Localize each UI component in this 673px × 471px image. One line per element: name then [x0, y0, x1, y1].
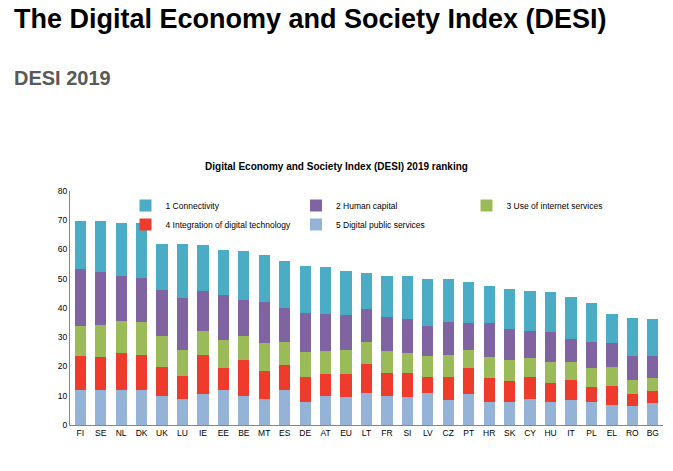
svg-text:PL: PL	[586, 428, 597, 438]
svg-text:50: 50	[58, 274, 68, 284]
svg-text:HU: HU	[544, 428, 556, 438]
svg-text:3 Use of internet services: 3 Use of internet services	[507, 201, 603, 211]
svg-text:IE: IE	[199, 428, 207, 438]
svg-text:80: 80	[58, 186, 68, 196]
svg-text:FR: FR	[381, 428, 392, 438]
html-text:The Digital Economy and Societ: The Digital Economy and Society Index (D…	[14, 4, 607, 34]
svg-text:60: 60	[58, 244, 68, 254]
svg-text:BE: BE	[238, 428, 250, 438]
svg-text:IT: IT	[567, 428, 575, 438]
svg-text:0: 0	[63, 420, 68, 430]
svg-text:20: 20	[58, 361, 68, 371]
svg-text:UK: UK	[156, 428, 168, 438]
svg-text:70: 70	[58, 215, 68, 225]
svg-text:LU: LU	[177, 428, 188, 438]
svg-text:4 Integration of digital techn: 4 Integration of digital technology	[166, 220, 292, 230]
svg-text:40: 40	[58, 303, 68, 313]
svg-text:RO: RO	[626, 428, 639, 438]
svg-text:BG: BG	[647, 428, 659, 438]
svg-text:MT: MT	[258, 428, 270, 438]
svg-text:2 Human capital: 2 Human capital	[336, 201, 398, 211]
svg-text:SE: SE	[95, 428, 107, 438]
svg-text:ES: ES	[279, 428, 291, 438]
svg-text:LV: LV	[423, 428, 433, 438]
svg-text:AT: AT	[320, 428, 330, 438]
svg-text:DE: DE	[299, 428, 311, 438]
svg-text:1 Connectivity: 1 Connectivity	[166, 201, 220, 211]
svg-text:EU: EU	[340, 428, 352, 438]
svg-text:30: 30	[58, 332, 68, 342]
svg-text:SK: SK	[504, 428, 516, 438]
svg-text:PT: PT	[463, 428, 474, 438]
svg-text:FI: FI	[76, 428, 84, 438]
svg-text:NL: NL	[116, 428, 127, 438]
svg-text:CY: CY	[524, 428, 536, 438]
svg-text:DK: DK	[136, 428, 148, 438]
svg-text:CZ: CZ	[443, 428, 454, 438]
svg-text:Digital Economy and Society In: Digital Economy and Society Index (DESI)…	[205, 161, 468, 172]
svg-text:5 Digital public services: 5 Digital public services	[336, 220, 425, 230]
svg-text:EE: EE	[218, 428, 230, 438]
html-text:DESI 2019: DESI 2019	[14, 67, 111, 89]
svg-text:LT: LT	[362, 428, 371, 438]
svg-text:HR: HR	[483, 428, 495, 438]
svg-text:SI: SI	[403, 428, 411, 438]
svg-text:10: 10	[58, 391, 68, 401]
svg-text:EL: EL	[607, 428, 618, 438]
